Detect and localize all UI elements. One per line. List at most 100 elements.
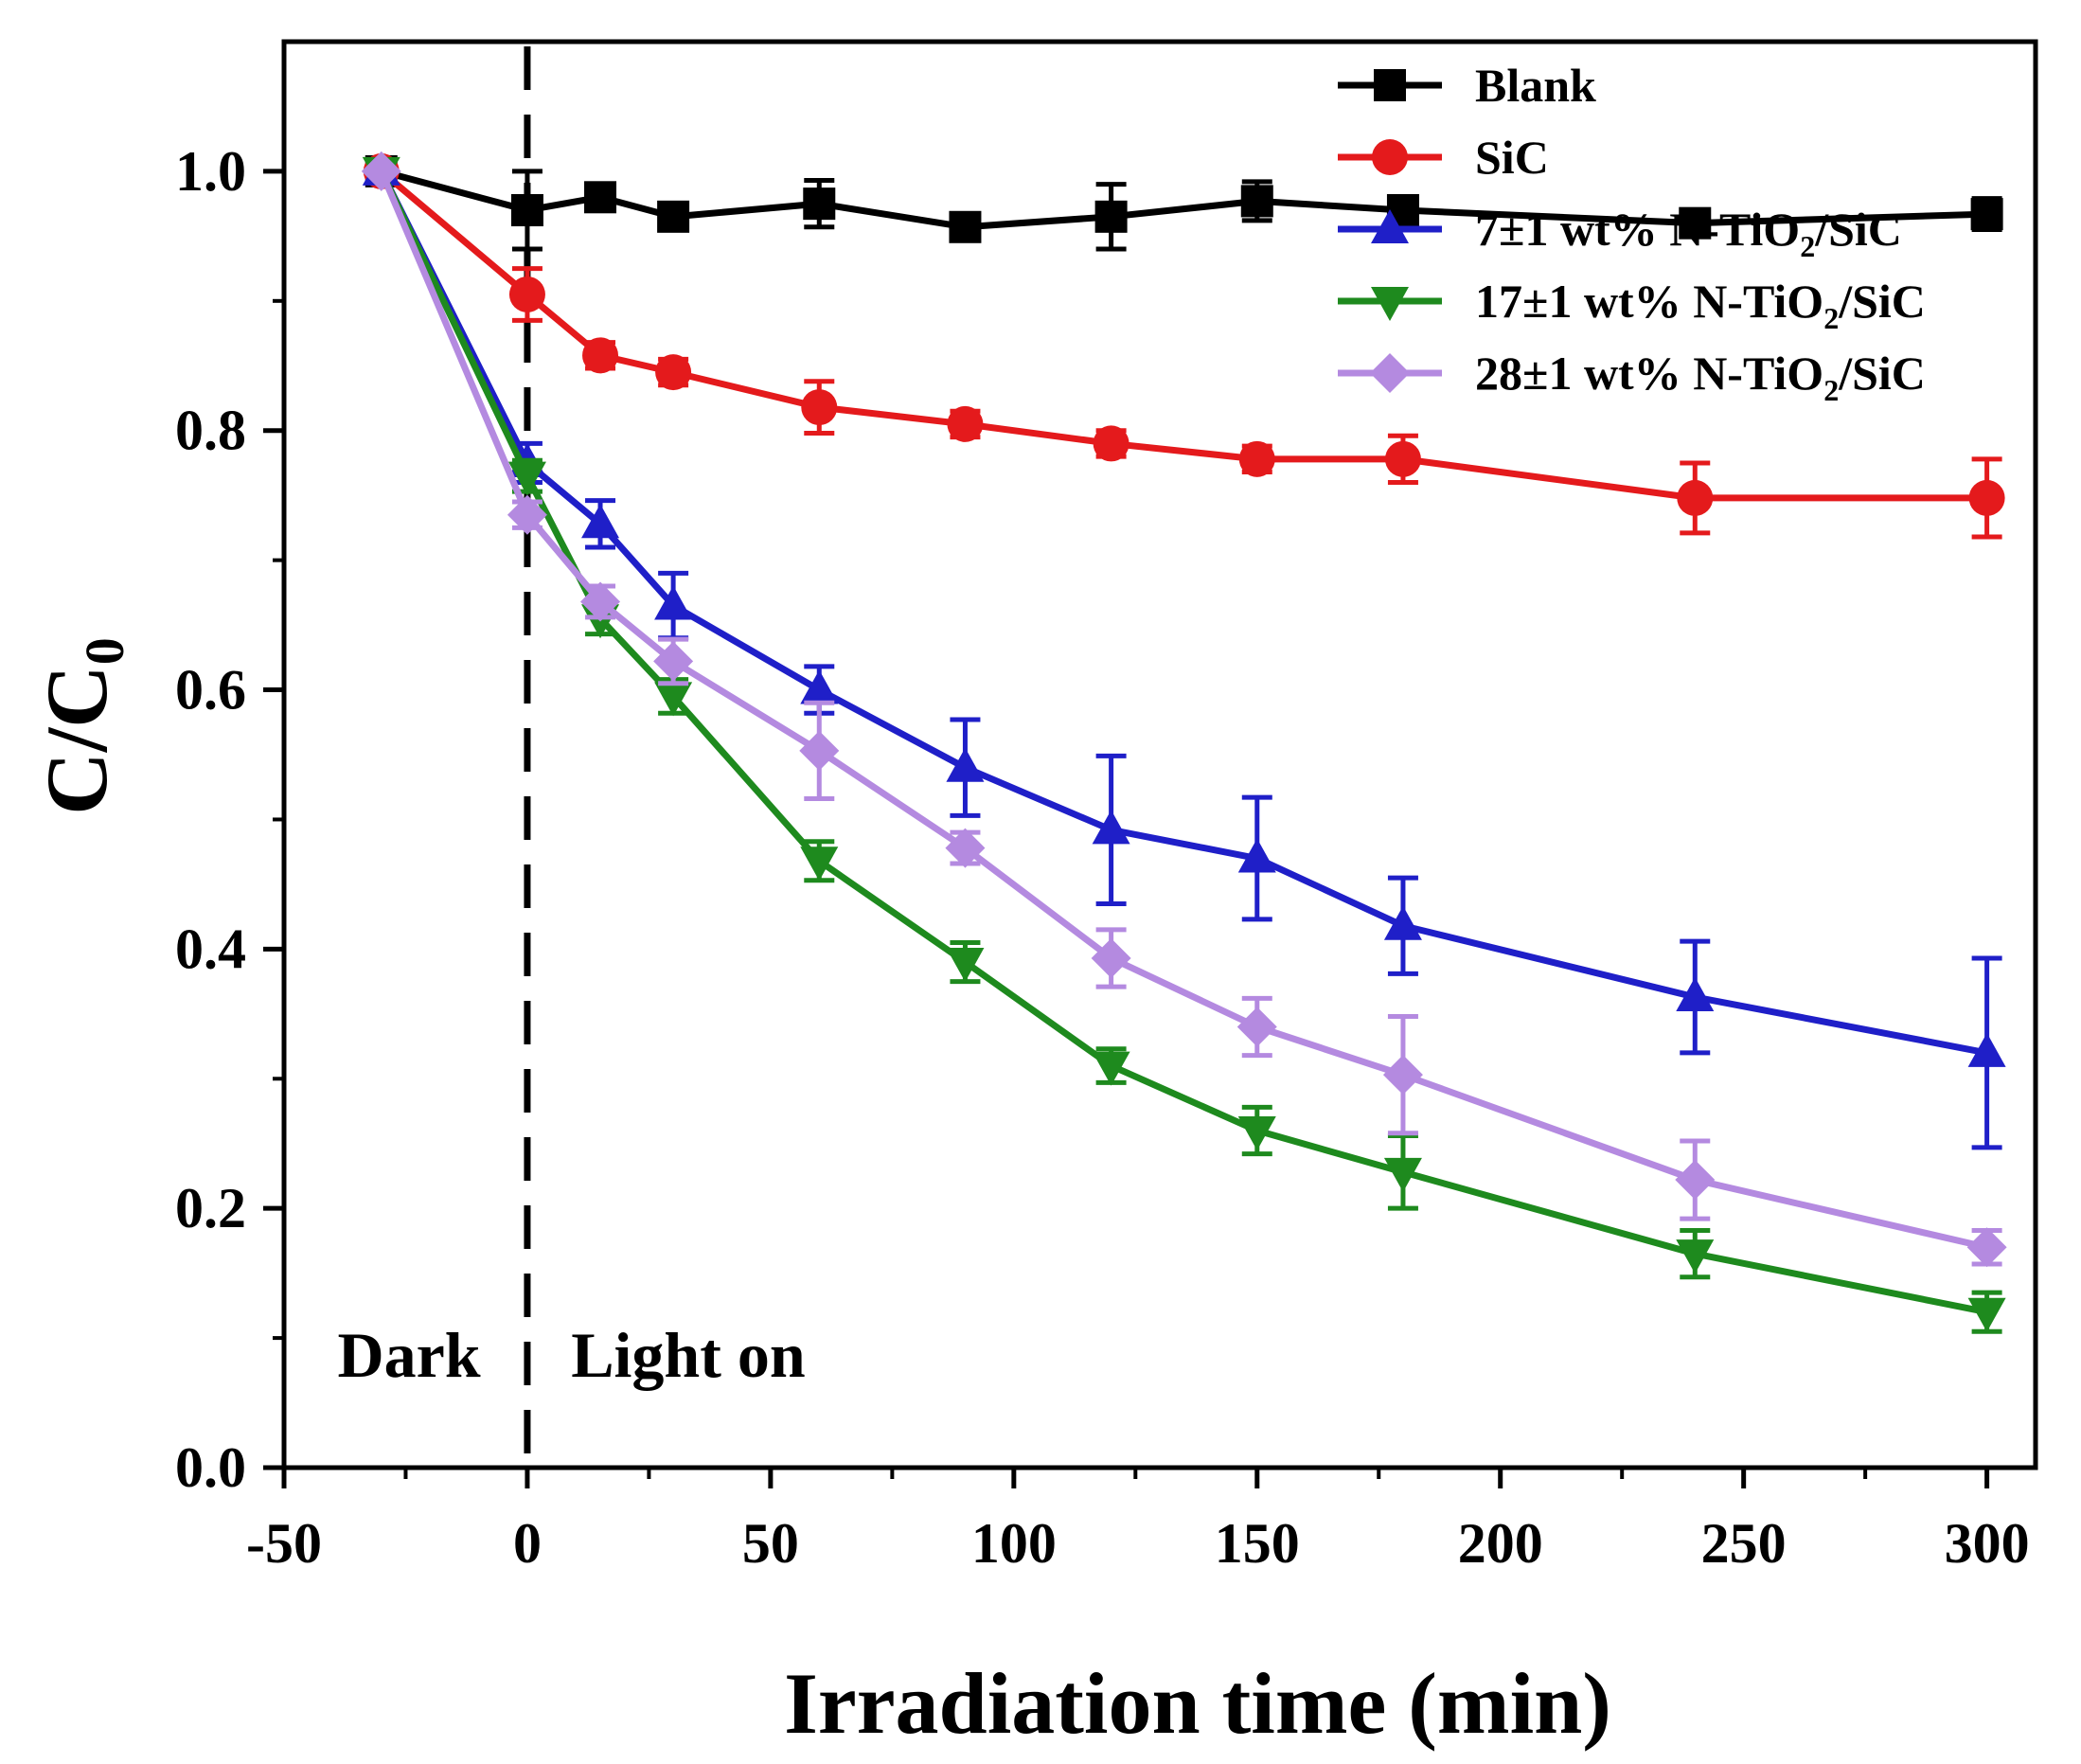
data-point xyxy=(1970,198,2003,231)
x-tick-label: -50 xyxy=(246,1512,322,1575)
data-point xyxy=(1967,1032,2006,1067)
data-point xyxy=(508,276,545,312)
data-point xyxy=(1679,206,1712,240)
legend-label: Blank xyxy=(1475,59,1596,112)
data-point xyxy=(1968,479,2005,516)
legend-item-1: SiC xyxy=(1338,131,1549,184)
data-point xyxy=(800,669,839,704)
legend-label: 7±1 wt% N-TiO2/SiC xyxy=(1475,203,1902,263)
data-point xyxy=(582,337,619,374)
legend-label-main: 17±1 wt% N-TiO xyxy=(1475,275,1823,328)
legend-label: 17±1 wt% N-TiO2/SiC xyxy=(1475,275,1926,335)
y-tick-label: 0.2 xyxy=(175,1177,246,1239)
y-tick-label: 0.6 xyxy=(175,659,246,722)
series-0 xyxy=(365,154,2003,252)
data-point xyxy=(1237,838,1276,873)
legend-item-4: 28±1 wt% N-TiO2/SiC xyxy=(1338,347,1926,407)
series-3 xyxy=(362,156,2006,1334)
data-point xyxy=(653,641,694,682)
legend-label-tail: /SiC xyxy=(1814,203,1902,256)
y-tick-label: 0.8 xyxy=(175,400,246,462)
data-point xyxy=(946,747,985,782)
legend-label-main: SiC xyxy=(1475,131,1549,184)
series-layer xyxy=(361,151,2007,1334)
x-tick-label: 200 xyxy=(1458,1512,1543,1575)
data-point xyxy=(1092,810,1130,845)
legend-label-main: Blank xyxy=(1475,59,1596,112)
legend-marker xyxy=(1374,69,1406,101)
legend-item-0: Blank xyxy=(1338,59,1596,112)
legend-label-tail: /SiC xyxy=(1838,347,1926,400)
legend-item-2: 7±1 wt% N-TiO2/SiC xyxy=(1338,203,1902,263)
data-point xyxy=(581,504,620,539)
legend-marker xyxy=(1371,209,1409,243)
x-tick-label: 100 xyxy=(971,1512,1057,1575)
data-point xyxy=(799,730,840,771)
data-point xyxy=(800,846,839,882)
series-line xyxy=(378,169,1988,1316)
data-point xyxy=(1383,1157,1422,1192)
legend-label: SiC xyxy=(1475,131,1549,184)
data-point xyxy=(510,193,543,226)
data-point xyxy=(946,948,985,983)
series-line xyxy=(378,169,1988,1251)
data-point xyxy=(507,461,546,496)
x-axis-title: Irradiation time (min) xyxy=(784,1655,1611,1752)
y-axis-title-subscript: 0 xyxy=(74,637,135,665)
data-point xyxy=(1967,1297,2006,1332)
data-point xyxy=(654,682,693,717)
y-tick-label: 0.0 xyxy=(175,1436,246,1499)
y-tick-label: 0.4 xyxy=(175,918,246,980)
legend-label-main: 28±1 wt% N-TiO xyxy=(1475,347,1823,400)
x-tick-label: 250 xyxy=(1701,1512,1787,1575)
data-point xyxy=(657,200,690,233)
series-1 xyxy=(363,152,2005,540)
data-point xyxy=(1675,1160,1716,1201)
plot-frame xyxy=(281,39,2038,1470)
data-point xyxy=(361,151,401,191)
annotation-dark: Dark xyxy=(338,1319,481,1391)
x-tick-label: 50 xyxy=(742,1512,799,1575)
y-axis-title-main: C/C xyxy=(28,665,125,814)
data-point xyxy=(1237,1116,1276,1151)
x-tick-label: 300 xyxy=(1945,1512,2030,1575)
data-point xyxy=(945,828,986,868)
annotation-light-on: Light on xyxy=(571,1319,806,1391)
data-point xyxy=(801,389,838,426)
data-point xyxy=(803,187,836,221)
series-4 xyxy=(361,151,2007,1268)
legend-marker xyxy=(1370,353,1410,393)
data-point xyxy=(947,405,984,442)
data-point xyxy=(1382,1055,1423,1096)
data-point xyxy=(1966,1227,2007,1268)
legend-label-subscript: 2 xyxy=(1823,373,1839,407)
legend-item-3: 17±1 wt% N-TiO2/SiC xyxy=(1338,275,1926,335)
data-point xyxy=(1676,977,1715,1012)
data-point xyxy=(1677,479,1714,516)
legend-label-main: 7±1 wt% N-TiO xyxy=(1475,203,1800,256)
data-point xyxy=(1092,1051,1130,1086)
data-point xyxy=(949,210,982,243)
legend-label-subscript: 2 xyxy=(1800,229,1815,263)
data-point xyxy=(1094,200,1128,233)
x-tick-label: 150 xyxy=(1215,1512,1300,1575)
data-point xyxy=(1384,440,1421,477)
tick-labels-layer: -50 0 50 100 150 200 250 300 0.0 0.2 0.4 0.6 0.8 1.0 xyxy=(175,140,2030,1575)
legend-marker xyxy=(1371,287,1409,321)
y-tick-label: 1.0 xyxy=(175,140,246,203)
data-point xyxy=(1093,425,1129,462)
data-point xyxy=(1676,1239,1715,1274)
data-point xyxy=(1383,905,1422,940)
data-point xyxy=(1236,1007,1277,1047)
data-point xyxy=(1240,185,1273,218)
y-axis-title: C/C0 xyxy=(28,637,135,814)
data-point xyxy=(1091,937,1131,978)
data-point xyxy=(654,585,693,620)
data-point xyxy=(655,354,692,391)
data-point xyxy=(580,581,621,622)
legend-label: 28±1 wt% N-TiO2/SiC xyxy=(1475,347,1926,407)
data-point xyxy=(1238,440,1275,477)
